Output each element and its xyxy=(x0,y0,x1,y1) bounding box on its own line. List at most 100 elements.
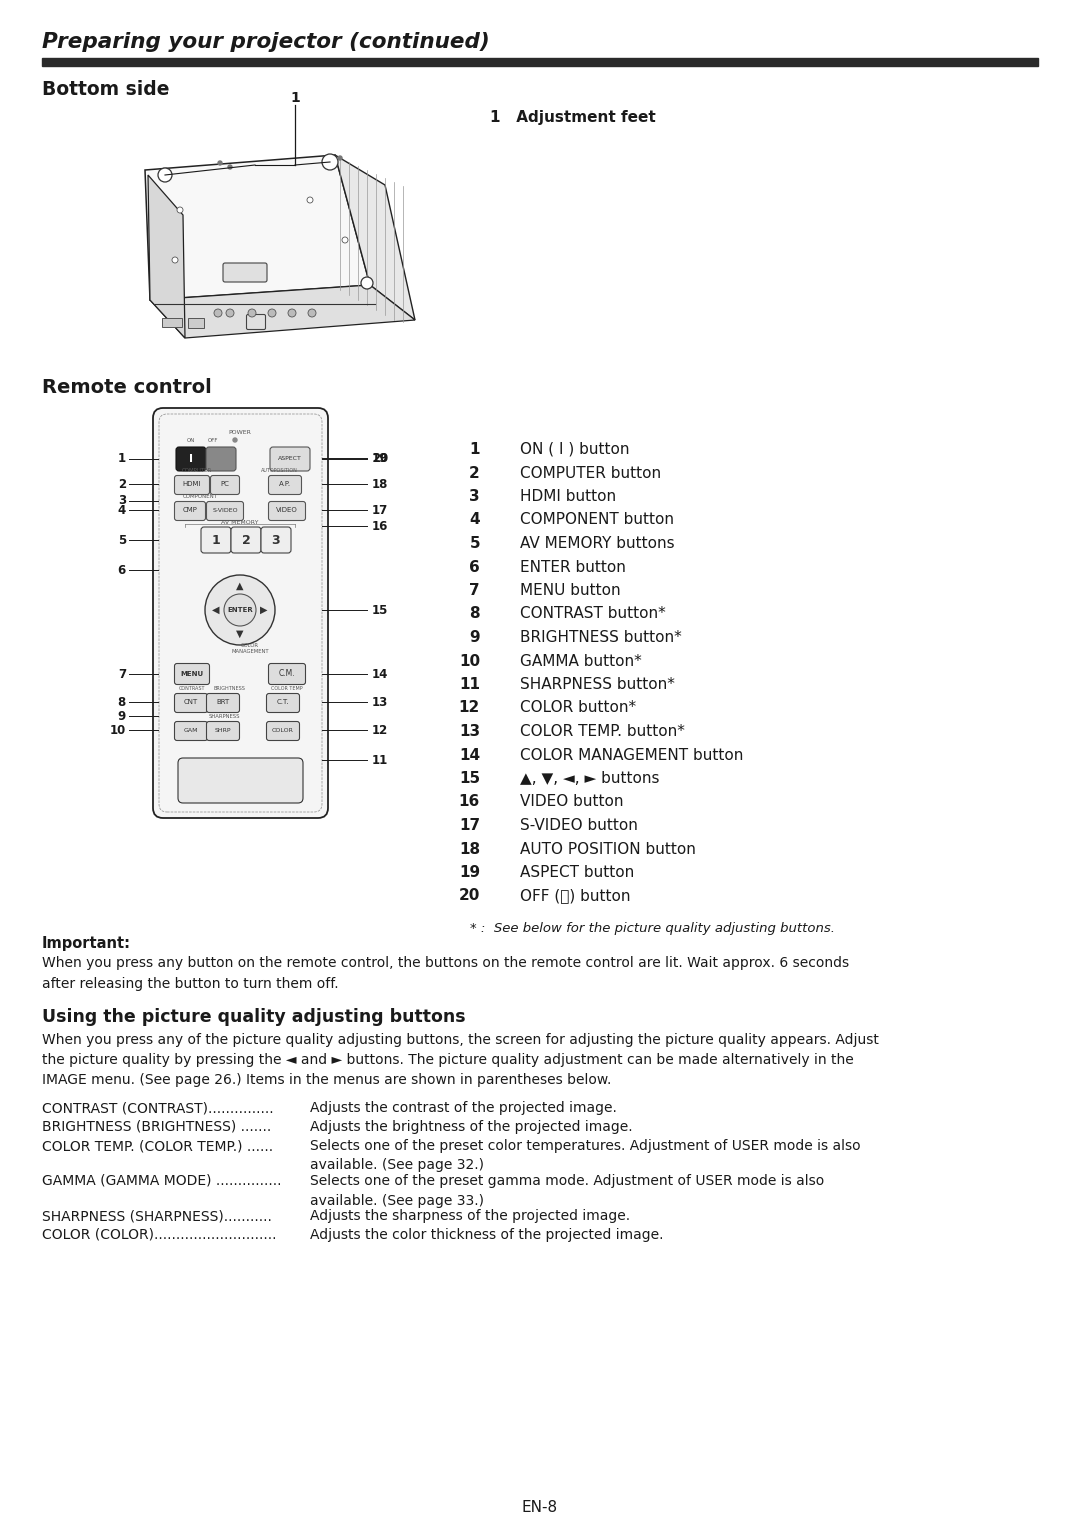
Text: COMPONENT: COMPONENT xyxy=(183,495,218,499)
Text: 1   Adjustment feet: 1 Adjustment feet xyxy=(490,110,656,125)
Text: Important:: Important: xyxy=(42,936,131,951)
FancyBboxPatch shape xyxy=(175,475,210,495)
Text: 11: 11 xyxy=(372,753,388,767)
Bar xyxy=(42,58,1038,66)
FancyBboxPatch shape xyxy=(270,447,310,470)
FancyBboxPatch shape xyxy=(206,447,237,470)
FancyBboxPatch shape xyxy=(206,693,240,713)
FancyBboxPatch shape xyxy=(269,475,301,495)
FancyBboxPatch shape xyxy=(261,527,291,553)
FancyBboxPatch shape xyxy=(267,721,299,741)
Circle shape xyxy=(338,156,342,160)
Text: Adjusts the brightness of the projected image.: Adjusts the brightness of the projected … xyxy=(310,1119,633,1135)
Text: 16: 16 xyxy=(372,519,389,533)
Text: ▼: ▼ xyxy=(237,629,244,638)
Text: 1: 1 xyxy=(291,92,300,105)
Text: CONTRAST button*: CONTRAST button* xyxy=(519,606,665,621)
FancyBboxPatch shape xyxy=(201,527,231,553)
Text: ▲, ▼, ◄, ► buttons: ▲, ▼, ◄, ► buttons xyxy=(519,771,660,786)
Text: 12: 12 xyxy=(372,724,388,736)
Text: ENTER: ENTER xyxy=(227,608,253,612)
FancyBboxPatch shape xyxy=(246,315,266,330)
Polygon shape xyxy=(145,156,370,299)
Text: * :  See below for the picture quality adjusting buttons.: * : See below for the picture quality ad… xyxy=(470,922,835,935)
Circle shape xyxy=(177,208,183,212)
Text: 10: 10 xyxy=(110,724,126,736)
Circle shape xyxy=(226,308,234,318)
Text: 5: 5 xyxy=(118,533,126,547)
Text: Selects one of the preset color temperatures. Adjustment of USER mode is also
av: Selects one of the preset color temperat… xyxy=(310,1139,861,1173)
Text: 3: 3 xyxy=(470,489,480,504)
Polygon shape xyxy=(148,176,185,337)
Text: 1: 1 xyxy=(118,452,126,466)
Text: I: I xyxy=(189,454,193,464)
Text: AV MEMORY buttons: AV MEMORY buttons xyxy=(519,536,675,551)
Text: EN-8: EN-8 xyxy=(522,1500,558,1515)
Circle shape xyxy=(228,165,232,169)
Circle shape xyxy=(218,160,222,165)
Text: AUTOPOSITION: AUTOPOSITION xyxy=(260,467,297,473)
FancyBboxPatch shape xyxy=(231,527,261,553)
Text: Adjusts the color thickness of the projected image.: Adjusts the color thickness of the proje… xyxy=(310,1228,663,1241)
Text: AV MEMORY: AV MEMORY xyxy=(221,521,259,525)
FancyBboxPatch shape xyxy=(206,721,240,741)
Text: ▲: ▲ xyxy=(237,580,244,591)
Text: 12: 12 xyxy=(459,701,480,716)
Circle shape xyxy=(342,237,348,243)
Text: BRIGHTNESS (BRIGHTNESS) .......: BRIGHTNESS (BRIGHTNESS) ....... xyxy=(42,1119,271,1135)
Text: 15: 15 xyxy=(372,603,389,617)
Text: CONTRAST (CONTRAST)...............: CONTRAST (CONTRAST)............... xyxy=(42,1101,273,1115)
Text: SHRP: SHRP xyxy=(215,727,231,733)
Text: S-VIDEO: S-VIDEO xyxy=(212,507,238,513)
Bar xyxy=(162,318,183,327)
Text: ▶: ▶ xyxy=(260,605,268,615)
FancyBboxPatch shape xyxy=(175,693,207,713)
Text: 20: 20 xyxy=(459,889,480,904)
Text: OFF: OFF xyxy=(207,438,218,443)
Text: COLOR TEMP. (COLOR TEMP.) ......: COLOR TEMP. (COLOR TEMP.) ...... xyxy=(42,1139,273,1153)
Text: A.P.: A.P. xyxy=(279,481,292,487)
FancyBboxPatch shape xyxy=(176,447,206,470)
Text: 2: 2 xyxy=(242,533,251,547)
Text: 17: 17 xyxy=(372,504,388,516)
Text: 11: 11 xyxy=(459,676,480,692)
Circle shape xyxy=(205,576,275,644)
Text: When you press any of the picture quality adjusting buttons, the screen for adju: When you press any of the picture qualit… xyxy=(42,1032,879,1087)
Text: COLOR button*: COLOR button* xyxy=(519,701,636,716)
Text: Selects one of the preset gamma mode. Adjustment of USER mode is also
available.: Selects one of the preset gamma mode. Ad… xyxy=(310,1174,824,1208)
Text: 8: 8 xyxy=(470,606,480,621)
Circle shape xyxy=(322,154,338,169)
Text: BRIGHTNESS button*: BRIGHTNESS button* xyxy=(519,631,681,644)
Text: 20: 20 xyxy=(372,452,388,464)
Text: 13: 13 xyxy=(459,724,480,739)
FancyBboxPatch shape xyxy=(269,664,306,684)
Text: ENTER button: ENTER button xyxy=(519,559,626,574)
Text: Adjusts the contrast of the projected image.: Adjusts the contrast of the projected im… xyxy=(310,1101,617,1115)
Text: ON ( I ) button: ON ( I ) button xyxy=(519,441,630,457)
Circle shape xyxy=(307,197,313,203)
Text: COLOR MANAGEMENT button: COLOR MANAGEMENT button xyxy=(519,748,743,762)
Text: 7: 7 xyxy=(118,667,126,681)
FancyBboxPatch shape xyxy=(178,757,303,803)
Text: POWER: POWER xyxy=(229,431,252,435)
Text: VIDEO button: VIDEO button xyxy=(519,794,623,809)
Text: HDMI: HDMI xyxy=(183,481,201,487)
Text: COMPUTER button: COMPUTER button xyxy=(519,466,661,481)
Circle shape xyxy=(214,308,222,318)
Text: COMPONENT button: COMPONENT button xyxy=(519,513,674,527)
Text: 19: 19 xyxy=(459,864,480,880)
Text: CNT: CNT xyxy=(184,699,198,705)
FancyBboxPatch shape xyxy=(269,501,306,521)
FancyBboxPatch shape xyxy=(175,501,205,521)
Text: GAMMA (GAMMA MODE) ...............: GAMMA (GAMMA MODE) ............... xyxy=(42,1174,282,1188)
FancyBboxPatch shape xyxy=(175,664,210,684)
Text: 4: 4 xyxy=(470,513,480,527)
Text: ON: ON xyxy=(187,438,195,443)
Polygon shape xyxy=(150,286,415,337)
Text: When you press any button on the remote control, the buttons on the remote contr: When you press any button on the remote … xyxy=(42,956,849,991)
Text: 17: 17 xyxy=(459,818,480,834)
Text: 8: 8 xyxy=(118,695,126,709)
Text: SHARPNESS (SHARPNESS)...........: SHARPNESS (SHARPNESS)........... xyxy=(42,1209,272,1223)
FancyBboxPatch shape xyxy=(267,693,299,713)
Text: MENU button: MENU button xyxy=(519,583,621,599)
